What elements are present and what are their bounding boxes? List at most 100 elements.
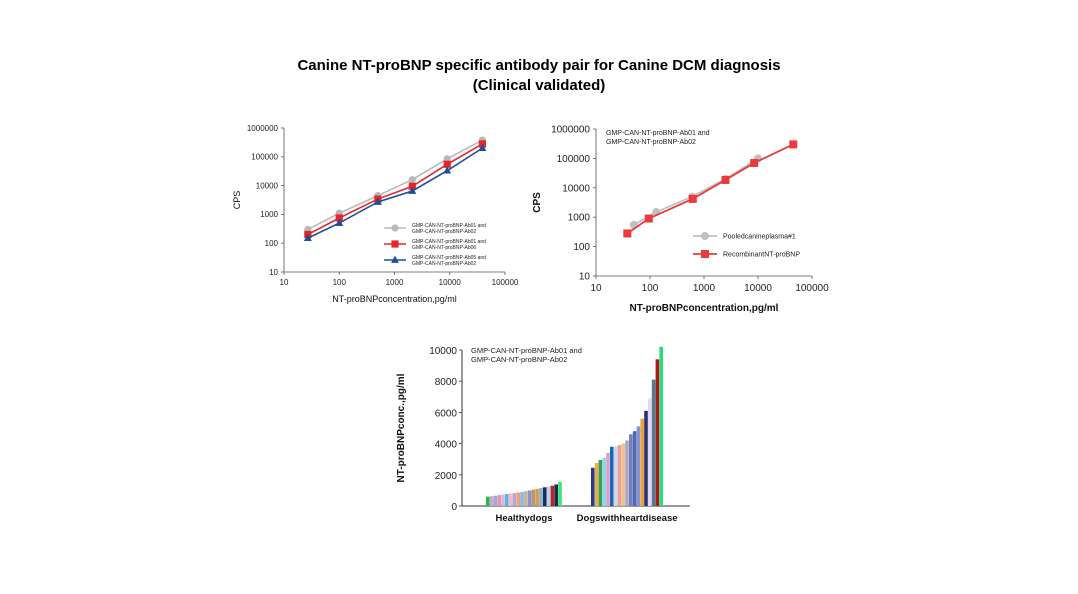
y-axis-label: CPS [532, 192, 543, 213]
y-tick-label: 10000 [256, 181, 279, 190]
bar [516, 492, 520, 506]
y-tick-label: 100 [265, 239, 279, 248]
bar [632, 431, 637, 506]
chart-annotation: GMP-CAN-NT-proBNP-Ab02 [606, 139, 696, 146]
y-tick-label: 1000 [568, 213, 591, 224]
x-tick-label: 1000 [693, 283, 716, 294]
series-line [307, 143, 483, 236]
bar [625, 440, 629, 506]
bar [501, 494, 505, 506]
data-point [721, 175, 730, 184]
bar [594, 463, 599, 506]
data-point [443, 166, 452, 174]
chart-annotation: GMP-CAN-NT-proBNP-Ab01 and [606, 130, 710, 137]
bar [493, 495, 498, 506]
title-line-1: Canine NT-proBNP specific antibody pair … [297, 57, 781, 74]
bar [651, 379, 656, 506]
bar [497, 495, 501, 506]
page-title: Canine NT-proBNP specific antibody pair … [0, 56, 1078, 96]
y-tick-label: 8000 [435, 377, 458, 388]
bar [508, 493, 513, 506]
series-line [307, 147, 483, 239]
bar [531, 489, 536, 506]
bar [591, 467, 595, 506]
legend-label: GMP-CAN-NT-proBNP-Ab06 [412, 245, 476, 251]
data-point [335, 218, 344, 226]
bar [512, 493, 517, 506]
category-label: Healthydogs [495, 513, 552, 524]
bar [535, 488, 539, 506]
x-tick-label: 10000 [439, 278, 462, 287]
legend-label: GMP-CAN-NT-proBNP-Ab01 and [412, 223, 486, 229]
bar [543, 487, 547, 506]
data-point [478, 143, 487, 152]
bar [617, 445, 622, 506]
y-tick-label: 0 [451, 502, 457, 513]
bar [629, 434, 633, 506]
bar [655, 359, 660, 506]
bar [486, 496, 490, 506]
x-tick-label: 10 [590, 283, 602, 294]
y-tick-label: 4000 [435, 440, 458, 451]
x-tick-label: 100000 [492, 278, 519, 287]
bar [640, 418, 644, 506]
bar [546, 486, 551, 506]
data-point [623, 229, 632, 238]
bar [558, 481, 562, 506]
bar [610, 446, 614, 506]
x-axis-label: NT-proBNPconcentration,pg/ml [630, 303, 779, 314]
data-point [335, 214, 343, 222]
legend-label: Pooledcanineplasma#1 [723, 233, 796, 240]
x-tick-label: 100000 [795, 283, 829, 294]
bar [648, 398, 652, 506]
series-line [307, 139, 483, 231]
category-label: Dogswithheartdisease [577, 513, 678, 524]
y-tick-label: 10 [269, 268, 278, 277]
data-point [750, 158, 759, 167]
data-point [789, 140, 798, 149]
x-tick-label: 100 [642, 283, 659, 294]
y-tick-label: 100000 [251, 153, 278, 162]
data-point [644, 214, 653, 223]
y-tick-label: 100 [573, 242, 590, 253]
y-tick-label: 6000 [435, 408, 458, 419]
data-point [373, 197, 382, 205]
data-point [443, 160, 451, 168]
bar [505, 493, 509, 506]
bar [602, 457, 606, 506]
legend-label: GMP-CAN-NT-proBNP-Ab02 [412, 229, 476, 235]
y-tick-label: 1000000 [551, 125, 590, 136]
x-axis-label: NT-proBNPconcentration,pg/ml [332, 294, 457, 304]
y-tick-label: 2000 [435, 471, 458, 482]
legend-marker [391, 240, 399, 248]
bar [489, 496, 494, 506]
title-line-2: (Clinical validated) [472, 77, 606, 94]
bar [554, 484, 558, 506]
bar [621, 443, 625, 506]
data-point [408, 182, 416, 190]
y-tick-label: 1000000 [247, 124, 279, 133]
bar [606, 452, 610, 506]
data-point [443, 155, 451, 163]
legend-label: GMP-CAN-NT-proBNP-Ab05 and [412, 255, 486, 261]
bar [644, 410, 648, 506]
bar [636, 426, 641, 506]
y-axis-label: CPS [232, 191, 242, 210]
bar [524, 491, 528, 506]
bar [550, 485, 555, 506]
data-point [688, 194, 697, 203]
legend-marker [391, 224, 399, 232]
legend-label: RecombinantNT-proBNP [723, 251, 800, 258]
y-tick-label: 100000 [557, 154, 591, 165]
x-tick-label: 10 [280, 278, 289, 287]
bar [527, 490, 532, 506]
legend-label: GMP-CAN-NT-proBNP-Ab02 [412, 261, 476, 267]
x-tick-label: 10000 [744, 283, 772, 294]
legend-marker [701, 232, 709, 240]
data-point [408, 176, 416, 184]
x-tick-label: 100 [333, 278, 347, 287]
bar [539, 488, 543, 506]
